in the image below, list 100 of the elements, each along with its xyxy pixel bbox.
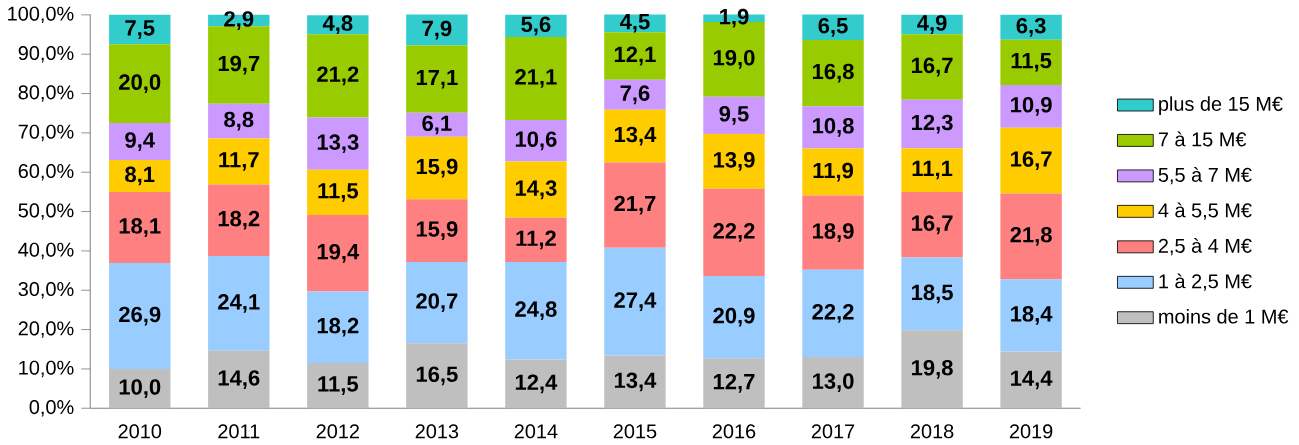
bar: [307, 215, 369, 292]
data-label: 19,8: [912, 359, 953, 379]
data-label: 12,7: [713, 373, 755, 393]
data-label: 20,0: [119, 74, 161, 94]
bar: [109, 263, 171, 369]
bar: [208, 256, 270, 351]
legend-label: 2,5 à 4 M€: [1158, 238, 1252, 256]
data-label: 12,1: [614, 46, 656, 66]
bar: [505, 119, 567, 162]
bar: [1000, 279, 1062, 352]
bar: [802, 40, 864, 107]
data-label: 18,1: [119, 218, 161, 237]
data-label: 19,7: [218, 55, 260, 75]
bar: [1000, 127, 1062, 194]
bar: [802, 269, 864, 358]
bar: [1000, 193, 1062, 280]
data-label: 10,8: [812, 118, 854, 137]
data-label: 8,8: [224, 111, 254, 131]
bar: [505, 36, 567, 120]
y-tick-label: 70,0%: [18, 124, 74, 142]
x-tick-label: 2018: [910, 424, 954, 439]
x-tick-label: 2016: [712, 424, 756, 439]
bar: [406, 45, 468, 113]
data-label: 10,9: [1011, 96, 1052, 116]
bar: [802, 14, 864, 41]
data-label: 17,1: [416, 69, 458, 89]
bar: [307, 291, 369, 364]
data-label: 13,4: [614, 372, 657, 392]
data-label: 18,2: [218, 210, 260, 230]
bar: [406, 14, 468, 46]
bar: [604, 109, 666, 163]
data-label: 12,3: [912, 114, 953, 134]
data-label: 5,6: [521, 16, 551, 36]
data-label: 20,7: [416, 293, 458, 313]
data-label: 13,0: [812, 373, 854, 393]
bar: [307, 34, 369, 118]
x-tick-label: 2017: [811, 424, 855, 439]
y-tick-label: 90,0%: [18, 45, 74, 63]
data-label: 16,7: [1011, 151, 1052, 171]
data-label: 21,1: [515, 69, 557, 88]
data-label: 18,4: [1011, 306, 1053, 325]
y-tick-label: 10,0%: [19, 360, 74, 378]
bar: [505, 217, 567, 262]
data-label: 9,4: [125, 132, 155, 151]
y-tick-label: 60,0%: [18, 163, 74, 181]
data-label: 24,1: [218, 294, 260, 313]
data-label: 14,4: [1011, 370, 1053, 390]
y-tick-label: 40,0%: [18, 242, 74, 260]
data-label: 11,5: [318, 376, 359, 395]
data-label: 15,9: [416, 158, 458, 178]
bar: [406, 343, 468, 409]
bar: [901, 34, 963, 100]
data-label: 11,5: [1011, 53, 1052, 72]
bar: [307, 169, 369, 216]
y-tick-label: 80,0%: [18, 85, 74, 102]
bar: [109, 191, 171, 264]
data-label: 13,4: [614, 126, 657, 146]
data-label: 21,8: [1010, 226, 1052, 246]
bar: [703, 134, 765, 189]
data-label: 11,1: [912, 160, 953, 180]
y-tick-label: 100,0%: [8, 6, 74, 24]
bar: [1000, 84, 1062, 128]
data-label: 21,2: [317, 66, 359, 86]
legend-label: 1 à 2,5 M€: [1159, 273, 1252, 291]
data-label: 6,3: [1016, 17, 1046, 37]
legend-label: plus de 15 M€: [1159, 96, 1283, 115]
bar: [109, 44, 171, 124]
data-label: 22,2: [812, 304, 854, 323]
data-label: 16,7: [912, 215, 953, 235]
data-label: 22,2: [713, 223, 755, 242]
data-label: 2,9: [224, 11, 254, 30]
data-label: 19,4: [317, 243, 360, 263]
x-tick-label: 2019: [1009, 424, 1053, 439]
data-label: 21,7: [614, 195, 656, 215]
data-label: 16,7: [912, 57, 953, 77]
bar: [604, 162, 666, 248]
bar: [604, 247, 666, 356]
data-label: 19,0: [713, 49, 755, 69]
data-label: 13,3: [317, 134, 359, 154]
bar: [505, 359, 567, 409]
data-label: 16,5: [416, 366, 458, 386]
bar: [208, 138, 270, 185]
data-label: 10,6: [515, 131, 557, 151]
y-tick-label: 20,0%: [18, 321, 74, 338]
bar: [208, 184, 270, 257]
data-label: 8,1: [125, 166, 155, 186]
bar: [604, 79, 666, 110]
bar: [901, 148, 963, 192]
bar: [703, 96, 765, 135]
bar: [604, 32, 666, 80]
bar: [505, 261, 567, 360]
data-label: 24,8: [515, 301, 557, 321]
data-label: 20,9: [713, 307, 755, 327]
data-label: 14,3: [515, 180, 557, 200]
y-tick-label: 30,0%: [18, 282, 74, 299]
data-label: 16,8: [812, 63, 854, 83]
x-tick-label: 2012: [316, 424, 359, 439]
legend-label: 7 à 15 M€: [1158, 131, 1247, 147]
data-label: 18,9: [812, 223, 854, 243]
bar: [703, 188, 765, 277]
